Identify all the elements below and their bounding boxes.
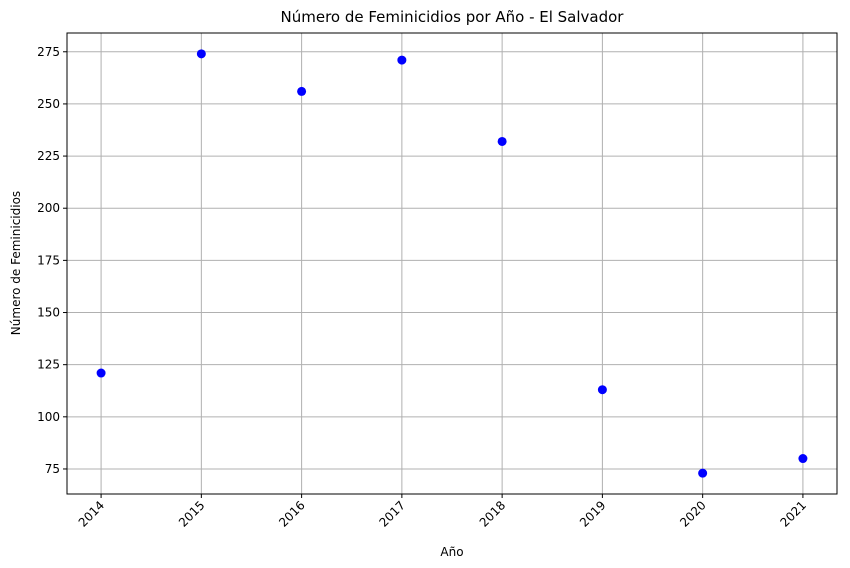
data-point [297, 86, 307, 96]
data-point [597, 385, 607, 395]
y-tick-label: 100 [37, 410, 60, 424]
y-axis-label: Número de Feminicidios [9, 191, 23, 335]
grid [67, 33, 837, 494]
data-point [497, 136, 507, 146]
data-point [196, 49, 206, 59]
y-tick-label: 225 [37, 149, 60, 163]
y-tick-label: 75 [45, 462, 60, 476]
data-points [96, 49, 808, 478]
y-tick-label: 200 [37, 201, 60, 215]
data-point [798, 454, 808, 464]
y-tick-label: 125 [37, 358, 60, 372]
y-tick-label: 250 [37, 97, 60, 111]
data-point [96, 368, 106, 378]
data-point [698, 468, 708, 478]
y-tick-label: 150 [37, 306, 60, 320]
y-tick-label: 275 [37, 45, 60, 59]
chart-title: Número de Feminicidios por Año - El Salv… [281, 8, 625, 26]
plot-frame [66, 32, 838, 495]
data-point [397, 55, 407, 65]
x-axis-label: Año [440, 545, 463, 559]
y-tick-label: 175 [37, 253, 60, 267]
